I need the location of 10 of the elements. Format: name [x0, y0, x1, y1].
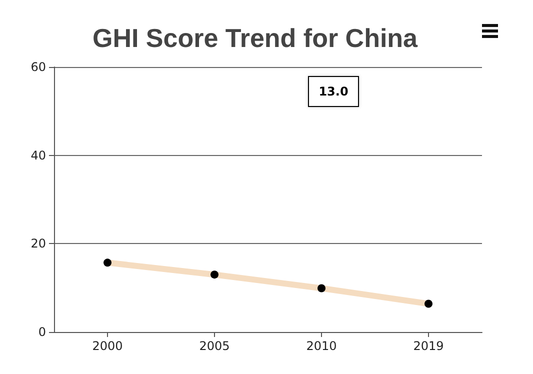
y-tick-label: 20	[30, 236, 46, 251]
annotation: 13.0	[318, 84, 348, 98]
x-tick-label: 2019	[413, 339, 444, 353]
x-tick-label: 2005	[199, 339, 230, 353]
x-tick-label: 2010	[306, 339, 337, 353]
chart-title: GHI Score Trend for China	[92, 23, 418, 53]
y-tick-label: 40	[30, 148, 46, 162]
y-tick-label: 60	[30, 60, 46, 74]
y-tick-label: 0	[38, 325, 46, 339]
x-tick-label: 2000	[92, 339, 123, 353]
